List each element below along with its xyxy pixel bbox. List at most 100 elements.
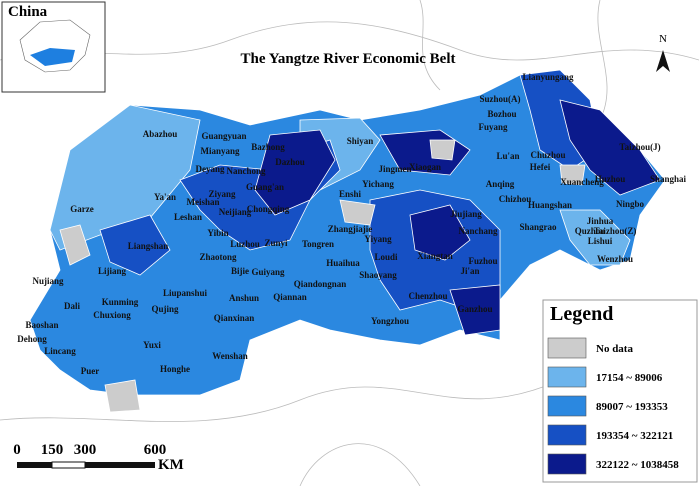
city-label: Luzhou (230, 239, 260, 249)
city-label: Qujing (151, 304, 179, 314)
scale-unit: KM (158, 457, 184, 473)
city-label: Nanchong (226, 166, 266, 176)
city-label: Taizhou(Z) (594, 226, 637, 236)
city-label: Anshun (229, 293, 259, 303)
legend-swatch (547, 424, 587, 446)
scale-label: 0 (13, 442, 21, 458)
city-label: Dehong (17, 334, 47, 344)
legend-label: 89007 ~ 193353 (596, 401, 668, 413)
city-label: Deyang (196, 164, 225, 174)
scale-segment (85, 462, 155, 468)
legend-swatch (547, 395, 587, 417)
legend-frame (542, 299, 698, 483)
city-label: Baoshan (25, 320, 58, 330)
city-label: Guiyang (251, 267, 285, 277)
city-label: Huzhou (595, 174, 626, 184)
legend-swatch (547, 366, 587, 388)
scale-segment (17, 462, 52, 468)
legend-swatch (547, 337, 587, 359)
city-label: Qiandongnan (294, 279, 347, 289)
city-label: Zhaotong (199, 252, 237, 262)
city-label: Ningbo (616, 199, 645, 209)
city-label: Xiaogan (409, 162, 441, 172)
city-label: Liangshan (128, 241, 169, 251)
city-label: Wenshan (212, 351, 248, 361)
city-label: Guang'an (246, 182, 284, 192)
city-label: Dali (64, 301, 81, 311)
city-label: Mianyang (200, 146, 240, 156)
city-label: Honghe (160, 364, 190, 374)
city-label: Wenzhou (597, 254, 633, 264)
city-label: Shaoyang (359, 270, 397, 280)
city-label: Chizhou (499, 194, 532, 204)
city-label: Zunyi (264, 238, 288, 248)
city-label: Fuyang (478, 122, 508, 132)
city-label: Zhangjiajie (328, 224, 373, 234)
legend-label: No data (596, 343, 633, 355)
city-label: Chenzhou (408, 291, 447, 301)
scale-label: 600 (144, 442, 167, 458)
city-label: Bazhong (251, 142, 285, 152)
inset-belt (30, 48, 75, 66)
city-label: Bijie (231, 266, 249, 276)
city-label: Tongren (302, 239, 334, 249)
city-label: Enshi (339, 189, 362, 199)
city-label: Fuzhou (468, 256, 497, 266)
city-label: Ji'an (460, 266, 479, 276)
city-label: Huaihua (326, 258, 360, 268)
city-label: Suzhou(A) (479, 94, 520, 104)
city-label: Shanghai (650, 174, 687, 184)
legend-label: 17154 ~ 89006 (596, 372, 663, 384)
north-arrow-shape (656, 50, 670, 72)
city-label: Jinhua (587, 216, 614, 226)
city-label: Anqing (486, 179, 515, 189)
region (29, 69, 666, 413)
legend-label: 322122 ~ 1038458 (596, 459, 679, 471)
legend-label: 193354 ~ 322121 (596, 430, 673, 442)
city-label: Loudi (374, 252, 398, 262)
city-label: Ganzhou (457, 304, 492, 314)
city-label: Yiyang (364, 234, 392, 244)
city-label: Taizhou(J) (619, 142, 660, 152)
map-title: The Yangtze River Economic Belt (241, 51, 456, 67)
city-label: Yuxi (143, 340, 161, 350)
city-label: Leshan (174, 212, 202, 222)
inset: China (1, 1, 106, 93)
north-label: N (659, 33, 667, 45)
city-label: Chuzhou (530, 150, 565, 160)
city-label: Lu'an (496, 151, 519, 161)
city-label: Chuxiong (93, 310, 131, 320)
city-label: Garze (70, 204, 93, 214)
city-label: Chongqing (247, 204, 290, 214)
city-label: Ziyang (208, 189, 236, 199)
city-label: Shiyan (347, 136, 374, 146)
legend: Legend No data 17154 ~ 89006 89007 ~ 19335… (542, 299, 698, 483)
city-label: Xuancheng (560, 177, 604, 187)
city-label: Jingmen (378, 164, 411, 174)
scale-label: 300 (74, 442, 97, 458)
city-label: Huangshan (528, 200, 572, 210)
city-label: Yibin (207, 228, 228, 238)
city-label: Guangyuan (201, 131, 246, 141)
city-label: Liupanshui (163, 288, 208, 298)
city-label: Shangrao (519, 222, 557, 232)
city-label: Puer (81, 366, 100, 376)
city-label: Neijiang (219, 207, 252, 217)
city-label: Nanchang (458, 226, 498, 236)
city-label: Abazhou (143, 129, 178, 139)
legend-swatch (547, 453, 587, 475)
city-label: Bozhou (487, 109, 516, 119)
city-label: Yichang (362, 179, 394, 189)
city-label: Jiujiang (450, 209, 482, 219)
city-label: Dazhou (275, 157, 305, 167)
scale-label: 150 (41, 442, 64, 458)
city-label: Qiannan (273, 292, 307, 302)
city-labels: Abazhou Garze Ya'an Meishan Leshan Yibin Liang… (17, 72, 686, 376)
city-label: Nujiang (32, 276, 64, 286)
city-label: Qianxinan (214, 313, 255, 323)
city-label: Lijiang (98, 266, 127, 276)
city-label: Xiangtan (417, 251, 453, 261)
